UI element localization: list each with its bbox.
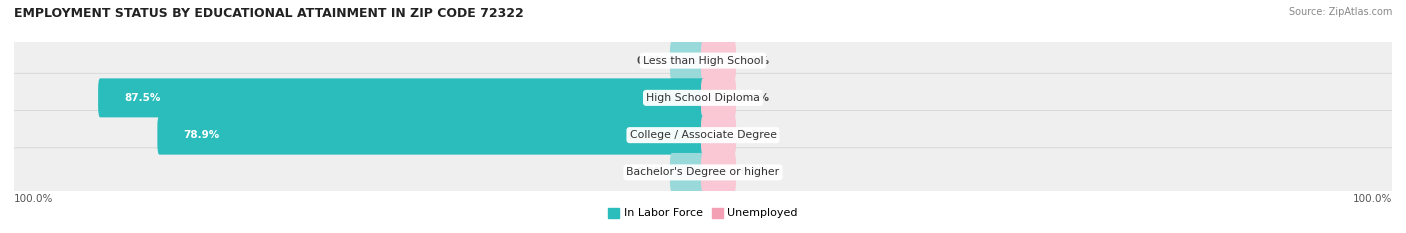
FancyBboxPatch shape bbox=[702, 78, 737, 117]
FancyBboxPatch shape bbox=[157, 116, 704, 155]
Text: High School Diploma: High School Diploma bbox=[647, 93, 759, 103]
Text: Source: ZipAtlas.com: Source: ZipAtlas.com bbox=[1288, 7, 1392, 17]
Legend: In Labor Force, Unemployed: In Labor Force, Unemployed bbox=[603, 203, 803, 223]
Text: College / Associate Degree: College / Associate Degree bbox=[630, 130, 776, 140]
FancyBboxPatch shape bbox=[702, 41, 737, 80]
Text: 0.0%: 0.0% bbox=[741, 93, 770, 103]
FancyBboxPatch shape bbox=[13, 110, 1393, 160]
Text: 0.0%: 0.0% bbox=[741, 130, 770, 140]
Text: 0.0%: 0.0% bbox=[636, 56, 665, 65]
Text: 100.0%: 100.0% bbox=[1353, 194, 1392, 204]
Text: 0.0%: 0.0% bbox=[636, 168, 665, 177]
FancyBboxPatch shape bbox=[13, 148, 1393, 197]
Text: EMPLOYMENT STATUS BY EDUCATIONAL ATTAINMENT IN ZIP CODE 72322: EMPLOYMENT STATUS BY EDUCATIONAL ATTAINM… bbox=[14, 7, 524, 20]
FancyBboxPatch shape bbox=[669, 153, 704, 192]
FancyBboxPatch shape bbox=[13, 36, 1393, 85]
FancyBboxPatch shape bbox=[669, 41, 704, 80]
Text: Less than High School: Less than High School bbox=[643, 56, 763, 65]
FancyBboxPatch shape bbox=[702, 153, 737, 192]
FancyBboxPatch shape bbox=[98, 78, 704, 117]
Text: Bachelor's Degree or higher: Bachelor's Degree or higher bbox=[627, 168, 779, 177]
Text: 87.5%: 87.5% bbox=[124, 93, 160, 103]
Text: 0.0%: 0.0% bbox=[741, 168, 770, 177]
FancyBboxPatch shape bbox=[702, 116, 737, 155]
Text: 78.9%: 78.9% bbox=[184, 130, 219, 140]
Text: 0.0%: 0.0% bbox=[741, 56, 770, 65]
Text: 100.0%: 100.0% bbox=[14, 194, 53, 204]
FancyBboxPatch shape bbox=[13, 73, 1393, 123]
